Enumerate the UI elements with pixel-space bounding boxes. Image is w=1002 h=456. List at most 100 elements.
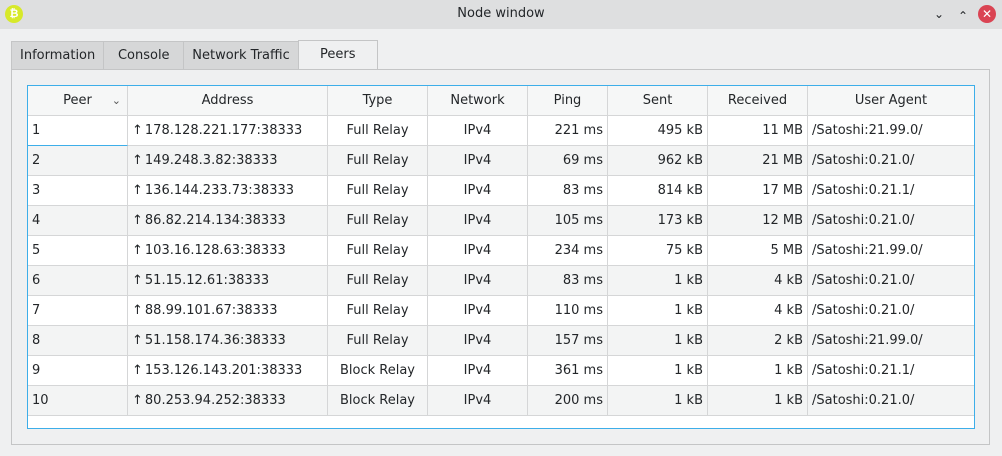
- close-button[interactable]: ✕: [978, 5, 996, 23]
- column-header-type[interactable]: Type: [328, 86, 428, 116]
- cell-network: IPv4: [428, 206, 528, 236]
- column-header-user-agent[interactable]: User Agent: [808, 86, 974, 116]
- cell-user-agent: /Satoshi:21.99.0/: [808, 116, 974, 146]
- table-row[interactable]: 1 ↑ 178.128.221.177:38333 Full Relay IPv4 221…: [28, 116, 974, 146]
- column-header-address[interactable]: Address: [128, 86, 328, 116]
- table-row[interactable]: 8 ↑ 51.158.174.36:38333 Full Relay IPv4 157 m…: [28, 326, 974, 356]
- cell-text: 814 kB: [657, 183, 703, 198]
- cell-text: 80.253.94.252:38333: [144, 393, 286, 408]
- tab-peers[interactable]: Peers: [297, 40, 378, 70]
- cell-text: /Satoshi:0.21.1/: [812, 183, 915, 198]
- cell-text: /Satoshi:0.21.0/: [812, 213, 915, 228]
- cell-sent: 173 kB: [608, 206, 708, 236]
- tab-console[interactable]: Console: [103, 41, 184, 70]
- cell-peer: 6: [28, 266, 128, 296]
- table-row[interactable]: 2 ↑ 149.248.3.82:38333 Full Relay IPv4 69 ms 9…: [28, 146, 974, 176]
- cell-text: 2 kB: [774, 333, 803, 348]
- minimize-button[interactable]: ⌄: [933, 7, 945, 21]
- table-row[interactable]: 6 ↑ 51.15.12.61:38333 Full Relay IPv4 83 ms 1 …: [28, 266, 974, 296]
- tab-information[interactable]: Information: [11, 41, 104, 70]
- cell-type: Block Relay: [328, 386, 428, 416]
- cell-text: Full Relay: [346, 153, 409, 168]
- table-row[interactable]: 3 ↑ 136.144.233.73:38333 Full Relay IPv4 83 m…: [28, 176, 974, 206]
- cell-peer: 1: [28, 116, 128, 146]
- cell-peer: 5: [28, 236, 128, 266]
- cell-received: 11 MB: [708, 116, 808, 146]
- cell-type: Block Relay: [328, 356, 428, 386]
- cell-received: 1 kB: [708, 356, 808, 386]
- outbound-arrow-icon: ↑: [132, 303, 143, 318]
- cell-type: Full Relay: [328, 176, 428, 206]
- cell-text: 51.158.174.36:38333: [144, 333, 286, 348]
- cell-ping: 157 ms: [528, 326, 608, 356]
- cell-peer: 3: [28, 176, 128, 206]
- peers-table[interactable]: Peer ⌄ Address Type Network Ping Sent Received U…: [27, 85, 975, 429]
- cell-received: 21 MB: [708, 146, 808, 176]
- cell-sent: 495 kB: [608, 116, 708, 146]
- cell-text: 200 ms: [554, 393, 603, 408]
- cell-text: IPv4: [463, 153, 492, 168]
- cell-text: IPv4: [463, 213, 492, 228]
- cell-text: IPv4: [463, 123, 492, 138]
- cell-text: 83 ms: [562, 273, 603, 288]
- cell-peer: 9: [28, 356, 128, 386]
- cell-type: Full Relay: [328, 296, 428, 326]
- cell-text: Full Relay: [346, 333, 409, 348]
- cell-text: 11 MB: [762, 123, 803, 138]
- cell-user-agent: /Satoshi:0.21.0/: [808, 266, 974, 296]
- column-header-sent[interactable]: Sent: [608, 86, 708, 116]
- column-header-received[interactable]: Received: [708, 86, 808, 116]
- cell-text: Full Relay: [346, 183, 409, 198]
- cell-text: IPv4: [463, 303, 492, 318]
- cell-text: 361 ms: [554, 363, 603, 378]
- window-title: Node window: [457, 6, 545, 21]
- cell-sent: 1 kB: [608, 296, 708, 326]
- column-label: Ping: [553, 93, 582, 108]
- cell-sent: 1 kB: [608, 266, 708, 296]
- cell-text: 12 MB: [762, 213, 803, 228]
- cell-text: 4 kB: [774, 303, 803, 318]
- tab-network-traffic[interactable]: Network Traffic: [183, 41, 298, 70]
- cell-received: 4 kB: [708, 266, 808, 296]
- table-row[interactable]: 9 ↑ 153.126.143.201:38333 Block Relay IPv4 36…: [28, 356, 974, 386]
- cell-ping: 110 ms: [528, 296, 608, 326]
- cell-text: 3: [32, 183, 41, 198]
- cell-text: 136.144.233.73:38333: [144, 183, 295, 198]
- column-label: Peer: [63, 93, 92, 108]
- cell-text: /Satoshi:0.21.0/: [812, 393, 915, 408]
- cell-user-agent: /Satoshi:0.21.0/: [808, 296, 974, 326]
- cell-text: /Satoshi:21.99.0/: [812, 243, 923, 258]
- table-row[interactable]: 4 ↑ 86.82.214.134:38333 Full Relay IPv4 105 m…: [28, 206, 974, 236]
- table-header: Peer ⌄ Address Type Network Ping Sent Received U…: [28, 86, 974, 116]
- cell-text: /Satoshi:0.21.0/: [812, 273, 915, 288]
- cell-user-agent: /Satoshi:0.21.1/: [808, 356, 974, 386]
- cell-text: 153.126.143.201:38333: [144, 363, 303, 378]
- cell-text: IPv4: [463, 363, 492, 378]
- maximize-button[interactable]: ⌃: [957, 9, 969, 23]
- cell-text: 9: [32, 363, 41, 378]
- cell-sent: 962 kB: [608, 146, 708, 176]
- column-label: Type: [362, 93, 393, 108]
- cell-text: 1 kB: [674, 273, 703, 288]
- cell-text: IPv4: [463, 333, 492, 348]
- column-header-ping[interactable]: Ping: [528, 86, 608, 116]
- cell-text: 1: [32, 123, 41, 138]
- table-row[interactable]: 10 ↑ 80.253.94.252:38333 Block Relay IPv4 200…: [28, 386, 974, 416]
- table-row[interactable]: 5 ↑ 103.16.128.63:38333 Full Relay IPv4 234 m…: [28, 236, 974, 266]
- cell-user-agent: /Satoshi:0.21.1/: [808, 176, 974, 206]
- cell-text: 1 kB: [674, 363, 703, 378]
- cell-text: Block Relay: [339, 393, 415, 408]
- column-header-peer[interactable]: Peer ⌄: [28, 86, 128, 116]
- cell-ping: 361 ms: [528, 356, 608, 386]
- cell-type: Full Relay: [328, 146, 428, 176]
- table-row[interactable]: 7 ↑ 88.99.101.67:38333 Full Relay IPv4 110 ms…: [28, 296, 974, 326]
- cell-text: Full Relay: [346, 303, 409, 318]
- cell-peer: 10: [28, 386, 128, 416]
- column-header-network[interactable]: Network: [428, 86, 528, 116]
- cell-text: 495 kB: [657, 123, 703, 138]
- cell-text: IPv4: [463, 183, 492, 198]
- cell-text: 21 MB: [762, 153, 803, 168]
- cell-sent: 1 kB: [608, 326, 708, 356]
- cell-network: IPv4: [428, 116, 528, 146]
- cell-received: 1 kB: [708, 386, 808, 416]
